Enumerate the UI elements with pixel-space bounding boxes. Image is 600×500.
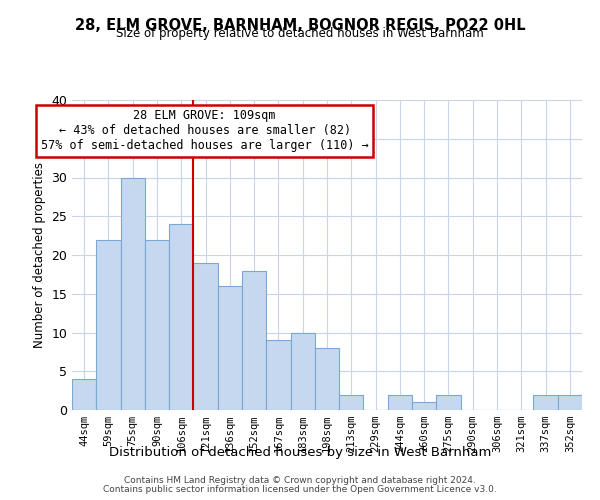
Bar	[121, 178, 145, 410]
Text: 28 ELM GROVE: 109sqm
← 43% of detached houses are smaller (82)
57% of semi-detac: 28 ELM GROVE: 109sqm ← 43% of detached h…	[41, 110, 368, 152]
Bar	[533, 394, 558, 410]
Text: Contains HM Land Registry data © Crown copyright and database right 2024.: Contains HM Land Registry data © Crown c…	[124, 476, 476, 485]
Bar	[388, 394, 412, 410]
Bar	[218, 286, 242, 410]
Bar	[193, 263, 218, 410]
Bar	[266, 340, 290, 410]
Text: Contains public sector information licensed under the Open Government Licence v3: Contains public sector information licen…	[103, 485, 497, 494]
Bar	[169, 224, 193, 410]
Bar	[436, 394, 461, 410]
Bar	[290, 332, 315, 410]
Text: Distribution of detached houses by size in West Barnham: Distribution of detached houses by size …	[109, 446, 491, 459]
Bar	[242, 270, 266, 410]
Text: Size of property relative to detached houses in West Barnham: Size of property relative to detached ho…	[116, 28, 484, 40]
Bar	[558, 394, 582, 410]
Bar	[339, 394, 364, 410]
Bar	[412, 402, 436, 410]
Y-axis label: Number of detached properties: Number of detached properties	[33, 162, 46, 348]
Bar	[315, 348, 339, 410]
Bar	[72, 379, 96, 410]
Text: 28, ELM GROVE, BARNHAM, BOGNOR REGIS, PO22 0HL: 28, ELM GROVE, BARNHAM, BOGNOR REGIS, PO…	[74, 18, 526, 32]
Bar	[96, 240, 121, 410]
Bar	[145, 240, 169, 410]
